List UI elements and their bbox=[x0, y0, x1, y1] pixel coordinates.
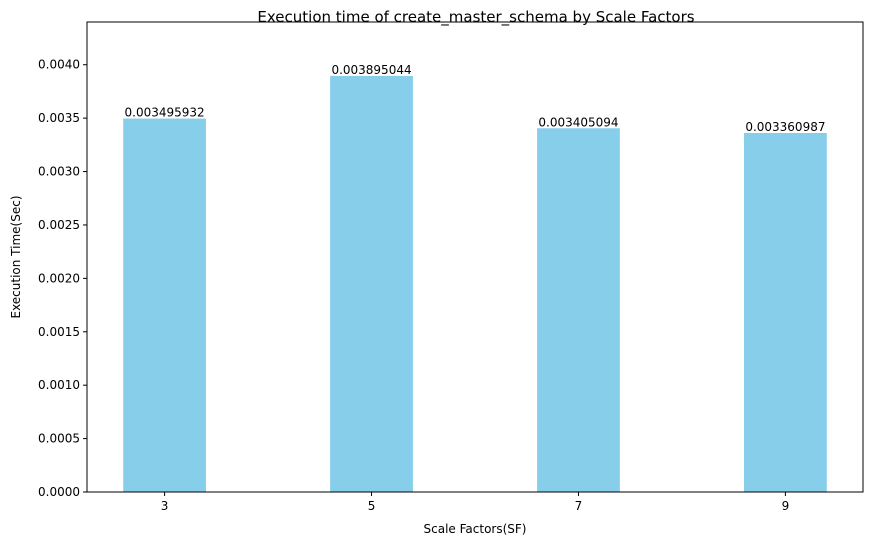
y-tick-label: 0.0015 bbox=[38, 325, 80, 339]
x-axis: 3 5 7 9 bbox=[161, 492, 789, 513]
bar-sf-7 bbox=[537, 128, 620, 492]
y-tick-label: 0.0000 bbox=[38, 485, 80, 499]
bar-value-label: 0.003495932 bbox=[125, 106, 205, 120]
y-tick-label: 0.0025 bbox=[38, 218, 80, 232]
x-tick-label: 3 bbox=[161, 499, 169, 513]
y-tick-label: 0.0030 bbox=[38, 165, 80, 179]
y-axis-title: Execution Time(Sec) bbox=[9, 195, 23, 318]
y-tick-label: 0.0010 bbox=[38, 378, 80, 392]
bar-sf-5 bbox=[330, 75, 413, 492]
chart-title: Execution time of create_master_schema b… bbox=[257, 8, 694, 27]
y-tick-label: 0.0040 bbox=[38, 58, 80, 72]
bar-value-label: 0.003360987 bbox=[745, 120, 825, 134]
x-tick-label: 5 bbox=[368, 499, 376, 513]
bars-layer bbox=[123, 75, 827, 493]
bar-value-label: 0.003405094 bbox=[538, 115, 618, 129]
y-axis: 0.0000 0.0005 0.0010 0.0015 0.0020 0.0025 0.00… bbox=[38, 58, 87, 499]
plot-frame bbox=[86, 21, 864, 493]
y-tick-label: 0.0035 bbox=[38, 111, 80, 125]
bar-sf-3 bbox=[123, 118, 206, 492]
x-tick-label: 7 bbox=[575, 499, 583, 513]
x-tick-label: 9 bbox=[782, 499, 790, 513]
y-tick-label: 0.0005 bbox=[38, 432, 80, 446]
y-tick-label: 0.0020 bbox=[38, 271, 80, 285]
x-axis-title: Scale Factors(SF) bbox=[424, 522, 527, 536]
data-labels: 0.003495932 0.003895044 0.003405094 0.00336… bbox=[125, 63, 826, 134]
bar-sf-9 bbox=[744, 132, 827, 493]
bar-value-label: 0.003895044 bbox=[331, 63, 411, 77]
